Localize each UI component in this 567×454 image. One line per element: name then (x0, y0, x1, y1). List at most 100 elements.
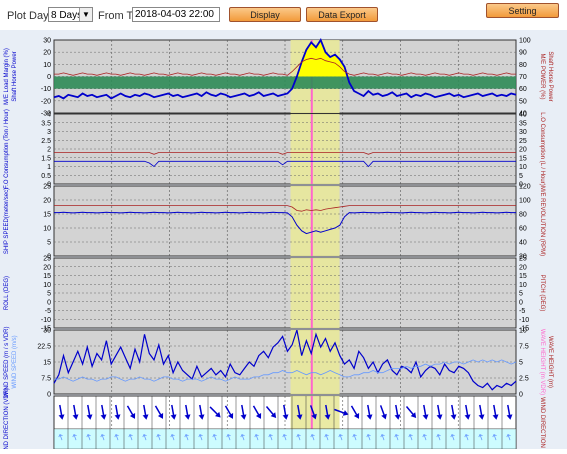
wind-arrow-head (198, 414, 205, 420)
wind-arrow-head (464, 414, 471, 420)
direction-cyan-row (53, 428, 517, 450)
wave-arrow-icon (212, 433, 217, 441)
y-right-tick: 70 (519, 74, 527, 81)
wave-arrow-icon (114, 433, 119, 441)
shaft-power-line (53, 38, 517, 100)
wave-arrow-icon (324, 433, 329, 441)
y-right-label: PITCH (DEG) (539, 275, 545, 312)
y-left-tick: 25 (43, 184, 51, 191)
wind-arrow-head (100, 414, 107, 420)
y-left-tick: 0 (47, 74, 51, 81)
wave-arrow-path (268, 433, 273, 441)
y-left-tick: -10 (41, 86, 51, 93)
wave-arrow-path (86, 433, 91, 441)
plot-days-label: Plot Days (7, 10, 55, 22)
wave-arrow-path (506, 433, 511, 441)
wave-arrow-path (338, 433, 343, 441)
y-right-tick: 20 (519, 147, 527, 154)
y-left-tick: 3.5 (41, 120, 51, 127)
wind-arrow-icon (265, 406, 277, 419)
y-right-tick: 30 (519, 129, 527, 136)
y-left-tick: -30 (41, 111, 51, 118)
wave-arrow-icon (492, 433, 497, 441)
wave-arrow-icon (282, 433, 287, 441)
y-right-label: WIND DIRECTION (539, 397, 545, 448)
wave-arrow-icon (198, 433, 203, 441)
wave-arrow-icon (86, 433, 91, 441)
wave-arrow-icon (100, 433, 105, 441)
wind-arrow-head (410, 412, 417, 419)
wave-arrow-path (422, 433, 427, 441)
y-right-tick: 20 (519, 254, 527, 261)
y-right-tick: 100 (519, 38, 531, 45)
wind-arrow-head (184, 414, 191, 420)
wind-arrow-head (270, 412, 277, 419)
y-left-tick: -5 (45, 308, 51, 315)
wave-arrow-path (464, 433, 469, 441)
plot-days-select[interactable]: 8 Days ▼ (48, 7, 93, 22)
wave-arrow-path (492, 433, 497, 441)
wave-arrow-icon (254, 433, 259, 441)
wind-arrow-head (58, 414, 65, 420)
y-right-tick: 25 (519, 138, 527, 145)
y-right-label: M/E POWER (%) (539, 54, 545, 100)
wind-arrow-icon (154, 405, 164, 419)
chevron-down-icon[interactable]: ▼ (79, 8, 92, 21)
y-left-tick: 22.5 (37, 344, 51, 351)
wind-arrow-head (255, 412, 262, 419)
y-right-tick: 2.5 (519, 376, 529, 383)
wave-arrow-path (436, 433, 441, 441)
y-right-label-2: WAVE HEIGHT (m) (547, 336, 553, 388)
wind-arrow-icon (478, 404, 485, 420)
wind-arrow-icon (464, 404, 471, 420)
wave-arrow-path (366, 433, 371, 441)
wave-arrow-path (324, 433, 329, 441)
wind-arrow-head (170, 414, 177, 420)
y-left-tick: 25 (43, 256, 51, 263)
wave-arrow-icon (436, 433, 441, 441)
fo-consumption-line (54, 160, 516, 168)
date-input[interactable]: 2018-04-03 22:00 (132, 7, 220, 22)
wind-arrow-head (215, 411, 221, 418)
wave-arrow-icon (352, 433, 357, 441)
wind-arrow-head (129, 412, 136, 419)
wind-arrow-head (492, 414, 499, 420)
wind-arrow-icon (198, 404, 205, 420)
data-export-button[interactable]: Data Export (306, 7, 378, 22)
lo-consumption-line (54, 152, 516, 155)
y-right-tick: 80 (519, 62, 527, 69)
wave-arrow-path (184, 433, 189, 441)
wave-arrow-path (254, 433, 259, 441)
setting-button[interactable]: Setting (486, 3, 559, 18)
y-left-tick: 10 (43, 226, 51, 233)
wave-arrow-path (58, 433, 63, 441)
wind-arrow-icon (450, 404, 457, 420)
y-left-label: SHIP SPEED(meter/sec) (4, 188, 10, 254)
y-right-tick: 5 (519, 173, 523, 180)
y-right-tick: 40 (519, 240, 527, 247)
y-right-tick: 7.5 (519, 344, 529, 351)
wind-arrow-icon (240, 404, 247, 420)
wave-arrow-path (310, 433, 315, 441)
wave-arrow-icon (408, 433, 413, 441)
wind-arrow-icon (334, 408, 349, 416)
wave-arrow-path (450, 433, 455, 441)
y-left-tick: 30 (43, 38, 51, 45)
wave-arrow-path (380, 433, 385, 441)
wind-arrow-head (157, 412, 164, 419)
wind-arrow-head (72, 414, 79, 420)
wind-arrow-icon (209, 406, 221, 418)
wind-arrow-icon (100, 404, 107, 420)
wind-arrow-icon (142, 404, 149, 420)
panel-bg-2 (53, 185, 517, 257)
date-value: 2018-04-03 22:00 (135, 9, 214, 20)
y-right-label: WAVE HEIGHT (m VDR) (539, 329, 545, 395)
wind-speed-line (54, 359, 517, 382)
display-button[interactable]: Display (229, 7, 301, 22)
y-left-label: WIND DIRECTION (VDR) (4, 388, 10, 449)
y-right-tick: 0 (519, 299, 523, 306)
y-left-label-2: WIND SPEED (m/s) (12, 335, 18, 388)
y-left-tick: 0.5 (41, 173, 51, 180)
wind-arrow-icon (350, 405, 360, 419)
wind-arrow-icon (252, 405, 262, 419)
